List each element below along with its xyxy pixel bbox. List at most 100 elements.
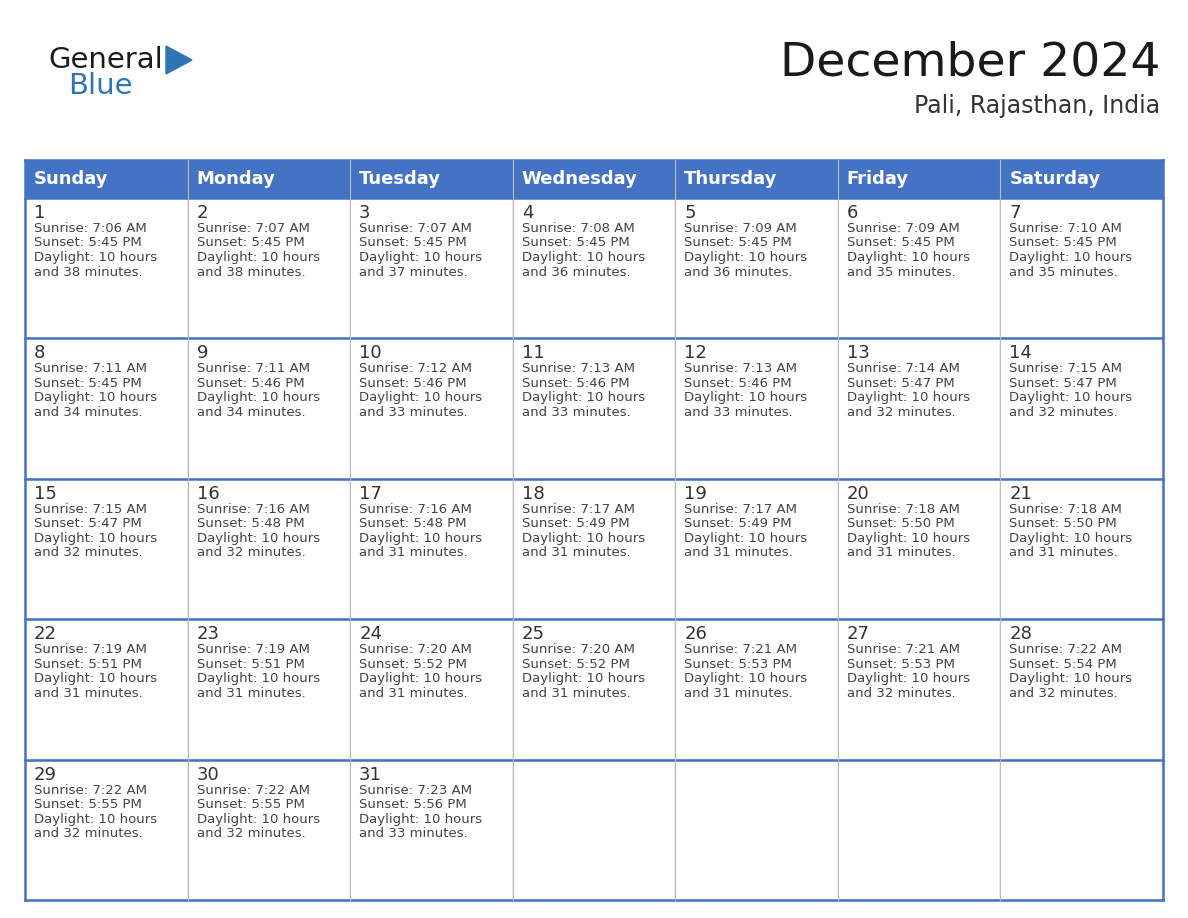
Bar — [676, 340, 836, 477]
Bar — [352, 621, 512, 758]
Text: Tuesday: Tuesday — [359, 170, 441, 188]
Text: and 33 minutes.: and 33 minutes. — [359, 406, 468, 419]
Bar — [513, 621, 675, 758]
Text: Sunrise: 7:13 AM: Sunrise: 7:13 AM — [522, 363, 634, 375]
Bar — [1001, 480, 1162, 618]
Text: and 31 minutes.: and 31 minutes. — [847, 546, 955, 559]
Text: Daylight: 10 hours: Daylight: 10 hours — [684, 391, 808, 405]
Bar — [675, 160, 838, 198]
Text: Sunrise: 7:19 AM: Sunrise: 7:19 AM — [196, 644, 309, 656]
Text: Daylight: 10 hours: Daylight: 10 hours — [522, 251, 645, 264]
Text: 19: 19 — [684, 485, 707, 503]
Text: Daylight: 10 hours: Daylight: 10 hours — [522, 532, 645, 544]
Text: 12: 12 — [684, 344, 707, 363]
Text: and 34 minutes.: and 34 minutes. — [34, 406, 143, 419]
Text: Sunrise: 7:17 AM: Sunrise: 7:17 AM — [684, 503, 797, 516]
Bar — [1001, 340, 1162, 477]
Text: Daylight: 10 hours: Daylight: 10 hours — [847, 391, 969, 405]
Text: Daylight: 10 hours: Daylight: 10 hours — [847, 672, 969, 685]
Text: Sunset: 5:45 PM: Sunset: 5:45 PM — [196, 237, 304, 250]
Text: Sunset: 5:46 PM: Sunset: 5:46 PM — [522, 377, 630, 390]
Text: and 31 minutes.: and 31 minutes. — [34, 687, 143, 700]
Text: 31: 31 — [359, 766, 383, 784]
Text: and 31 minutes.: and 31 minutes. — [1010, 546, 1118, 559]
Text: and 36 minutes.: and 36 minutes. — [684, 265, 792, 278]
Text: and 35 minutes.: and 35 minutes. — [847, 265, 955, 278]
Text: Daylight: 10 hours: Daylight: 10 hours — [34, 672, 157, 685]
Text: and 32 minutes.: and 32 minutes. — [1010, 406, 1118, 419]
Text: and 34 minutes.: and 34 minutes. — [196, 406, 305, 419]
Bar — [25, 160, 188, 198]
Text: Sunset: 5:56 PM: Sunset: 5:56 PM — [359, 798, 467, 812]
Text: Daylight: 10 hours: Daylight: 10 hours — [1010, 251, 1132, 264]
Text: 11: 11 — [522, 344, 544, 363]
Text: Daylight: 10 hours: Daylight: 10 hours — [1010, 672, 1132, 685]
Text: and 32 minutes.: and 32 minutes. — [196, 546, 305, 559]
Bar — [513, 480, 675, 618]
Text: 2: 2 — [196, 204, 208, 222]
Bar — [676, 199, 836, 338]
Bar — [839, 621, 999, 758]
Text: Sunrise: 7:14 AM: Sunrise: 7:14 AM — [847, 363, 960, 375]
Text: 1: 1 — [34, 204, 45, 222]
Text: Daylight: 10 hours: Daylight: 10 hours — [684, 532, 808, 544]
Bar — [839, 761, 999, 899]
Text: Daylight: 10 hours: Daylight: 10 hours — [359, 391, 482, 405]
Text: Daylight: 10 hours: Daylight: 10 hours — [196, 251, 320, 264]
Text: Daylight: 10 hours: Daylight: 10 hours — [847, 532, 969, 544]
Text: 18: 18 — [522, 485, 544, 503]
Text: and 31 minutes.: and 31 minutes. — [684, 687, 794, 700]
Text: and 37 minutes.: and 37 minutes. — [359, 265, 468, 278]
Text: Sunset: 5:48 PM: Sunset: 5:48 PM — [359, 518, 467, 531]
Text: Daylight: 10 hours: Daylight: 10 hours — [359, 251, 482, 264]
Text: Pali, Rajasthan, India: Pali, Rajasthan, India — [914, 94, 1159, 118]
Text: 25: 25 — [522, 625, 545, 644]
Bar — [1000, 160, 1163, 198]
Text: Sunset: 5:46 PM: Sunset: 5:46 PM — [359, 377, 467, 390]
Text: Sunrise: 7:22 AM: Sunrise: 7:22 AM — [1010, 644, 1123, 656]
Text: Sunset: 5:45 PM: Sunset: 5:45 PM — [684, 237, 792, 250]
Text: 4: 4 — [522, 204, 533, 222]
Text: Sunrise: 7:22 AM: Sunrise: 7:22 AM — [34, 784, 147, 797]
Text: Sunrise: 7:18 AM: Sunrise: 7:18 AM — [1010, 503, 1123, 516]
Text: Saturday: Saturday — [1010, 170, 1100, 188]
Bar — [839, 480, 999, 618]
Text: Sunrise: 7:07 AM: Sunrise: 7:07 AM — [359, 222, 472, 235]
Text: Sunrise: 7:09 AM: Sunrise: 7:09 AM — [847, 222, 960, 235]
Bar — [1001, 199, 1162, 338]
Text: Daylight: 10 hours: Daylight: 10 hours — [359, 812, 482, 825]
Text: 28: 28 — [1010, 625, 1032, 644]
Text: Sunset: 5:47 PM: Sunset: 5:47 PM — [847, 377, 955, 390]
Text: and 31 minutes.: and 31 minutes. — [359, 687, 468, 700]
Bar — [189, 761, 349, 899]
Text: 26: 26 — [684, 625, 707, 644]
Bar — [350, 160, 513, 198]
Text: Sunset: 5:45 PM: Sunset: 5:45 PM — [34, 377, 141, 390]
Text: Sunset: 5:50 PM: Sunset: 5:50 PM — [847, 518, 955, 531]
Text: Thursday: Thursday — [684, 170, 778, 188]
Text: Daylight: 10 hours: Daylight: 10 hours — [847, 251, 969, 264]
Bar — [352, 199, 512, 338]
Text: Sunset: 5:53 PM: Sunset: 5:53 PM — [847, 657, 955, 671]
Text: Sunrise: 7:15 AM: Sunrise: 7:15 AM — [34, 503, 147, 516]
Text: Sunset: 5:52 PM: Sunset: 5:52 PM — [359, 657, 467, 671]
Text: 7: 7 — [1010, 204, 1020, 222]
Text: 14: 14 — [1010, 344, 1032, 363]
Text: Sunrise: 7:16 AM: Sunrise: 7:16 AM — [196, 503, 309, 516]
Bar — [26, 480, 187, 618]
Bar — [26, 340, 187, 477]
Text: Daylight: 10 hours: Daylight: 10 hours — [359, 672, 482, 685]
Bar — [352, 761, 512, 899]
Text: Sunset: 5:55 PM: Sunset: 5:55 PM — [34, 798, 141, 812]
Bar — [189, 340, 349, 477]
Text: Sunrise: 7:08 AM: Sunrise: 7:08 AM — [522, 222, 634, 235]
Text: Sunset: 5:46 PM: Sunset: 5:46 PM — [684, 377, 792, 390]
Bar — [25, 160, 1163, 900]
Text: 30: 30 — [196, 766, 220, 784]
Text: Daylight: 10 hours: Daylight: 10 hours — [522, 391, 645, 405]
Bar — [838, 160, 1000, 198]
Text: Sunset: 5:50 PM: Sunset: 5:50 PM — [1010, 518, 1117, 531]
Text: 23: 23 — [196, 625, 220, 644]
Text: and 32 minutes.: and 32 minutes. — [1010, 687, 1118, 700]
Text: Sunrise: 7:10 AM: Sunrise: 7:10 AM — [1010, 222, 1123, 235]
